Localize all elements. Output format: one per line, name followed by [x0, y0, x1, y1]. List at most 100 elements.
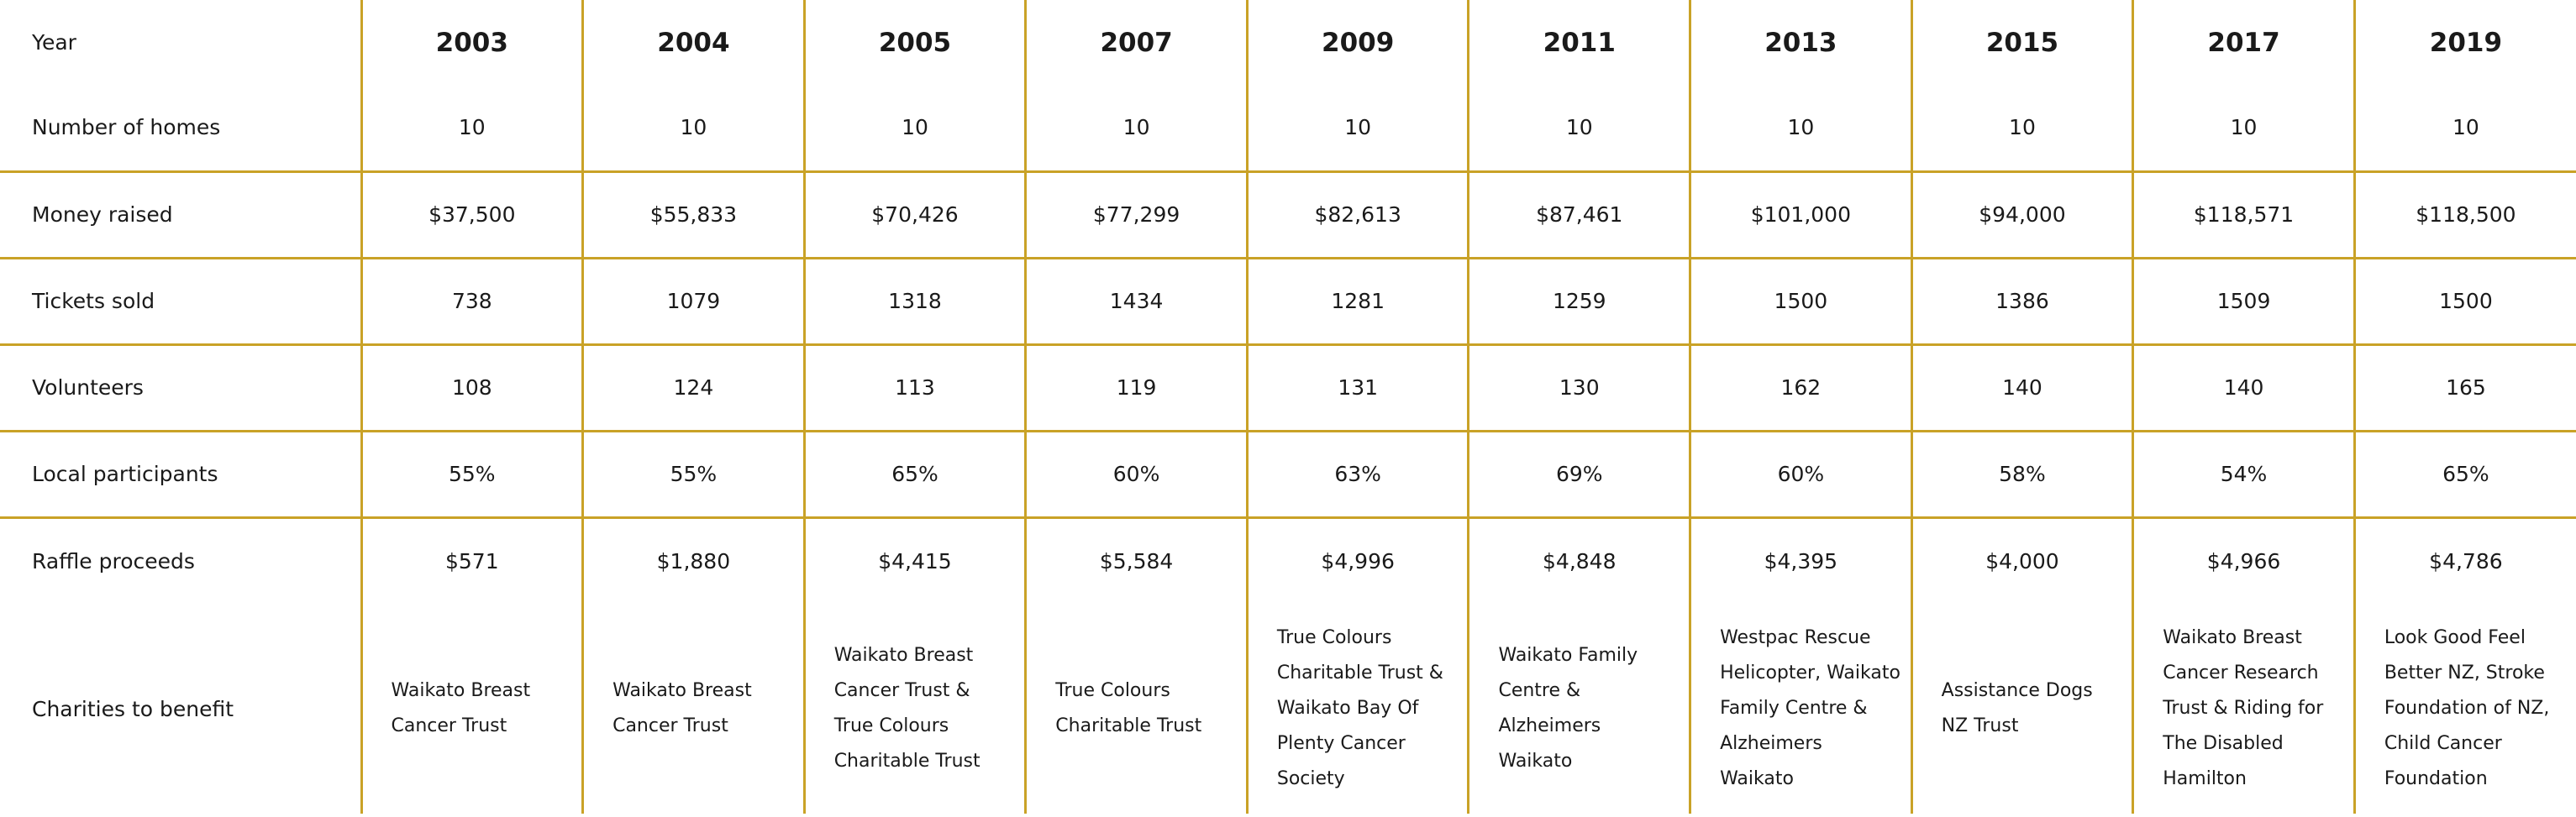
table-cell: 124 — [581, 343, 805, 431]
charity-line: Better NZ, Stroke — [2384, 663, 2545, 683]
charity-line: Waikato Breast — [391, 680, 531, 701]
header-row: Year 2003 2004 2005 2007 2009 2011 2013 … — [0, 0, 2576, 85]
charity-cell: Waikato Breast Cancer Trust — [360, 604, 583, 814]
charity-line: The Disabled — [2163, 733, 2284, 754]
charity-cell: True Colours Charitable Trust — [1024, 604, 1248, 814]
charity-line: Trust & Riding for — [2163, 698, 2324, 719]
year-header: 2003 — [360, 0, 583, 85]
table-cell: $1,880 — [581, 516, 805, 604]
charity-line: NZ Trust — [1941, 715, 2019, 736]
charity-line: Waikato Breast — [833, 645, 974, 666]
charity-cell: Waikato Family Centre & Alzheimers Waikato — [1467, 604, 1690, 814]
charity-line: Foundation of NZ, — [2384, 698, 2550, 719]
row-label: Number of homes — [32, 115, 221, 140]
table-row: Tickets sold 738 1079 1318 1434 1281 1259 1500 1… — [0, 256, 2576, 344]
table-cell: 55% — [581, 429, 805, 517]
table-cell: 162 — [1689, 343, 1912, 431]
row-label: Volunteers — [0, 343, 361, 431]
table-cell: 119 — [1024, 343, 1248, 431]
table-row: Raffle proceeds $571 $1,880 $4,415 $5,584 $4,… — [0, 516, 2576, 604]
year-header: 2004 — [581, 0, 805, 85]
row-label: Local participants — [0, 429, 361, 517]
charity-cell: Assistance Dogs NZ Trust — [1910, 604, 2133, 814]
table-cell: 60% — [1024, 429, 1248, 517]
charity-line: True Colours — [1276, 627, 1392, 648]
row-label-year: Year — [32, 30, 76, 55]
table-cell: 1318 — [802, 256, 1026, 344]
table-cell: $118,500 — [2353, 170, 2576, 258]
year-header: 2011 — [1467, 0, 1690, 85]
charity-line: Helicopter, Waikato — [1720, 663, 1900, 683]
row-label-charities: Charities to benefit — [32, 696, 234, 721]
charity-line: Hamilton — [2163, 768, 2247, 789]
table-cell: $4,786 — [2353, 516, 2576, 604]
charity-line: Waikato Bay Of — [1276, 698, 1419, 719]
charity-cell: Waikato Breast Cancer Trust & True Colours… — [802, 604, 1026, 814]
table-cell: $4,415 — [802, 516, 1026, 604]
table-cell: 140 — [1910, 343, 2133, 431]
table-cell: 10 — [2132, 85, 2355, 171]
charity-line: Cancer Research — [2163, 663, 2319, 683]
table-row: Number of homes 10 10 10 10 10 10 10 10 10 10 — [0, 85, 2576, 171]
charity-line: Cancer Trust — [612, 715, 728, 736]
charity-line: Waikato — [1498, 751, 1573, 772]
table-cell: 108 — [360, 343, 583, 431]
table-cell: 1386 — [1910, 256, 2133, 344]
table-cell: $4,966 — [2132, 516, 2355, 604]
table-cell: 10 — [581, 85, 805, 171]
table-cell: $94,000 — [1910, 170, 2133, 258]
table-cell: 55% — [360, 429, 583, 517]
table-cell: $5,584 — [1024, 516, 1248, 604]
table-cell: 1500 — [2353, 256, 2576, 344]
charity-line: Foundation — [2384, 768, 2488, 789]
table-cell: 1500 — [1689, 256, 1912, 344]
table-cell: 60% — [1689, 429, 1912, 517]
table-cell: 10 — [802, 85, 1026, 171]
table-cell: 10 — [1245, 85, 1469, 171]
table-cell: 131 — [1245, 343, 1469, 431]
table-cell: 65% — [2353, 429, 2576, 517]
table-cell: 69% — [1467, 429, 1690, 517]
charity-line: Cancer Trust & — [833, 680, 970, 701]
table-cell: 10 — [2353, 85, 2576, 171]
year-header: 2017 — [2132, 0, 2355, 85]
table-cell: 10 — [1910, 85, 2133, 171]
table-cell: 1509 — [2132, 256, 2355, 344]
charity-line: Alzheimers — [1498, 715, 1601, 736]
table-cell: $87,461 — [1467, 170, 1690, 258]
charity-line: Look Good Feel — [2384, 627, 2526, 648]
charity-line: Society — [1276, 768, 1345, 789]
row-label: Raffle proceeds — [0, 516, 361, 604]
table-cell: 63% — [1245, 429, 1469, 517]
year-header: 2005 — [802, 0, 1026, 85]
charity-line: Waikato Breast — [2163, 627, 2302, 648]
charities-row: Charities to benefit Waikato Breast Cance… — [0, 604, 2576, 814]
table-cell: 10 — [360, 85, 583, 171]
table-cell: 140 — [2132, 343, 2355, 431]
year-header: 2009 — [1245, 0, 1469, 85]
table-row: Local participants 55% 55% 65% 60% 63% 69% 60% 5… — [0, 429, 2576, 517]
charity-cell: Westpac Rescue Helicopter, Waikato Family … — [1689, 604, 1912, 814]
charity-line: Assistance Dogs — [1941, 680, 2093, 701]
table-cell: $55,833 — [581, 170, 805, 258]
table-cell: 738 — [360, 256, 583, 344]
table-cell: $70,426 — [802, 170, 1026, 258]
table-cell: $4,996 — [1245, 516, 1469, 604]
charity-line: Alzheimers — [1720, 733, 1822, 754]
charity-line: True Colours — [833, 715, 949, 736]
table-cell: 113 — [802, 343, 1026, 431]
charity-line: True Colours — [1055, 680, 1170, 701]
year-header: 2013 — [1689, 0, 1912, 85]
table-cell: 65% — [802, 429, 1026, 517]
charity-cell: Look Good Feel Better NZ, Stroke Foundatio… — [2353, 604, 2576, 814]
table-cell: 1281 — [1245, 256, 1469, 344]
year-header: 2015 — [1910, 0, 2133, 85]
table-cell: 1434 — [1024, 256, 1248, 344]
year-header: 2019 — [2353, 0, 2576, 85]
charity-line: Child Cancer — [2384, 733, 2502, 754]
table-cell: $4,395 — [1689, 516, 1912, 604]
table-cell: $571 — [360, 516, 583, 604]
table-cell: $4,848 — [1467, 516, 1690, 604]
table-cell: 130 — [1467, 343, 1690, 431]
